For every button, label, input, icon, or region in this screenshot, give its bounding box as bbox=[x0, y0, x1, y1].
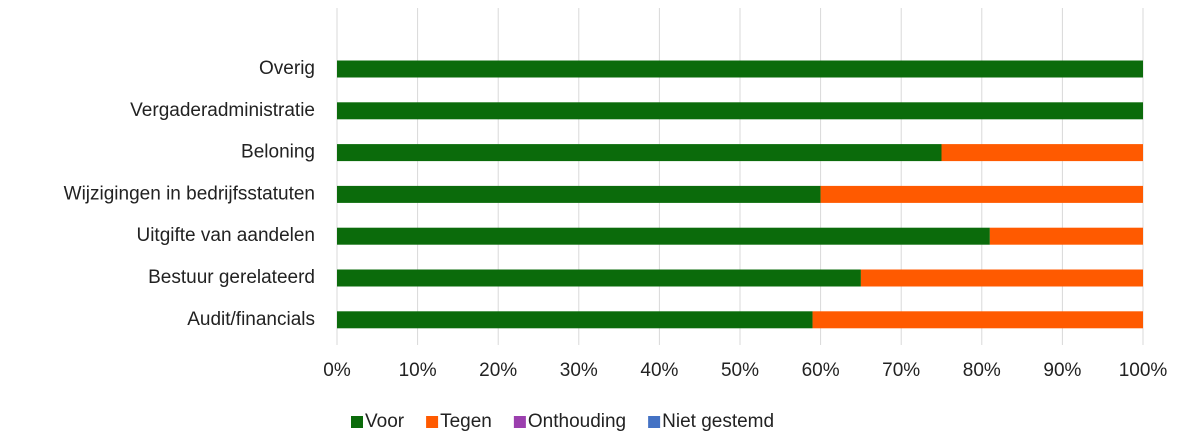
legend-label: Tegen bbox=[440, 411, 492, 432]
y-tick-label: Wijzigingen in bedrijfsstatuten bbox=[64, 183, 315, 204]
y-tick-label: Beloning bbox=[241, 142, 315, 163]
x-tick-label: 40% bbox=[640, 360, 678, 381]
legend-swatch bbox=[648, 416, 661, 428]
legend-swatch bbox=[351, 416, 363, 428]
bar-segment bbox=[337, 60, 1143, 78]
x-tick-label: 80% bbox=[963, 360, 1001, 381]
bar-segment bbox=[337, 102, 1143, 120]
x-tick-label: 90% bbox=[1043, 360, 1081, 381]
x-tick-label: 50% bbox=[721, 360, 759, 381]
bar-segment bbox=[820, 185, 1143, 203]
bar-segment bbox=[337, 227, 990, 245]
bar-segment bbox=[337, 144, 942, 162]
bar-segment bbox=[337, 269, 861, 287]
bar-segment bbox=[989, 227, 1143, 245]
bar-segment bbox=[337, 185, 821, 203]
bar-segment bbox=[812, 311, 1143, 329]
legend-label: Onthouding bbox=[528, 411, 626, 432]
bar-segment bbox=[860, 269, 1143, 287]
x-tick-label: 70% bbox=[882, 360, 920, 381]
legend-label: Niet gestemd bbox=[662, 411, 774, 432]
bar-segment bbox=[337, 311, 813, 329]
legend-swatch bbox=[426, 416, 439, 428]
legend-swatch bbox=[513, 416, 526, 428]
x-tick-label: 20% bbox=[479, 360, 517, 381]
x-tick-label: 0% bbox=[323, 360, 351, 381]
bar-segment bbox=[941, 144, 1143, 162]
y-tick-label: Overig bbox=[259, 58, 315, 79]
legend-label: Voor bbox=[365, 411, 405, 432]
x-tick-label: 30% bbox=[560, 360, 598, 381]
x-tick-label: 60% bbox=[802, 360, 840, 381]
y-tick-label: Audit/financials bbox=[187, 309, 315, 330]
x-tick-label: 10% bbox=[399, 360, 437, 381]
y-tick-label: Vergaderadministratie bbox=[130, 100, 315, 121]
x-tick-label: 100% bbox=[1119, 360, 1168, 381]
y-tick-label: Bestuur gerelateerd bbox=[148, 267, 315, 288]
y-tick-label: Uitgifte van aandelen bbox=[136, 225, 315, 246]
